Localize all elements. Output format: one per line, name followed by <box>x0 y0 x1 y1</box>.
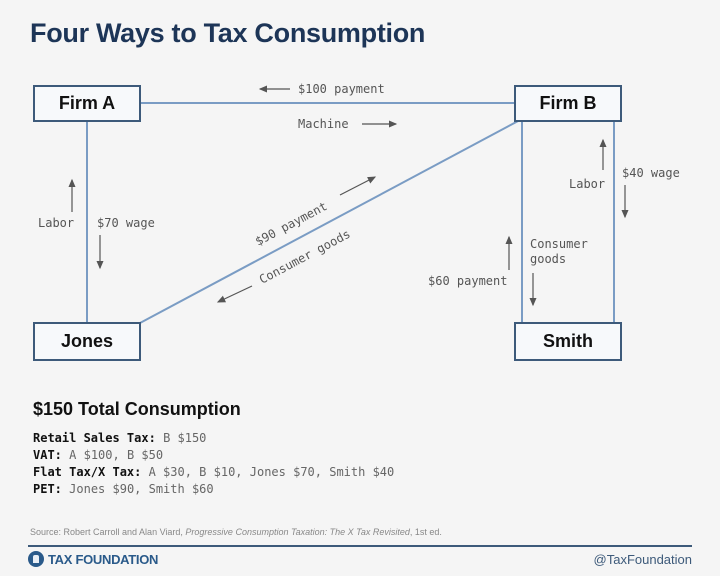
footer-divider <box>28 545 692 547</box>
machine-label: Machine <box>298 117 349 131</box>
row-label: Retail Sales Tax: <box>33 431 156 445</box>
jones-goods-arrow <box>216 285 253 303</box>
firmb-jones-line <box>139 119 521 324</box>
summary-row-flat-tax: Flat Tax/X Tax: A $30, B $10, Jones $70,… <box>33 464 394 481</box>
payment-100-label: $100 payment <box>298 82 385 96</box>
node-firm-b: Firm B <box>514 85 622 122</box>
jones-payment-arrow <box>339 176 377 196</box>
summary-row-vat: VAT: A $100, B $50 <box>33 447 394 464</box>
logo-text: TAX FOUNDATION <box>48 551 159 567</box>
summary-row-retail: Retail Sales Tax: B $150 <box>33 430 394 447</box>
tax-foundation-logo: TAX FOUNDATION <box>28 551 158 567</box>
logo-icon <box>28 551 44 567</box>
smith-wage-label: $40 wage <box>622 166 680 180</box>
row-value: Jones $90, Smith $60 <box>69 482 214 496</box>
row-value: B $150 <box>163 431 207 445</box>
flow-arrows <box>68 85 629 307</box>
row-label: Flat Tax/X Tax: <box>33 465 142 479</box>
row-label: VAT: <box>33 448 62 462</box>
jones-labor-label: Labor <box>38 216 75 230</box>
page-title: Four Ways to Tax Consumption <box>30 18 426 48</box>
source-citation: Source: Robert Carroll and Alan Viard, P… <box>30 527 442 537</box>
summary-title: $150 Total Consumption <box>33 399 241 419</box>
node-firm-a: Firm A <box>33 85 141 122</box>
source-title: Progressive Consumption Taxation: The X … <box>185 527 410 537</box>
row-value: A $30, B $10, Jones $70, Smith $40 <box>148 465 395 479</box>
social-handle: @TaxFoundation <box>593 552 692 567</box>
node-jones: Jones <box>33 322 141 361</box>
smith-goods-label-1: Consumer <box>530 237 588 251</box>
node-smith: Smith <box>514 322 622 361</box>
source-suffix: , 1st ed. <box>409 527 442 537</box>
row-label: PET: <box>33 482 62 496</box>
smith-payment-label: $60 payment <box>428 274 508 288</box>
source-prefix: Source: Robert Carroll and Alan Viard, <box>30 527 186 537</box>
tax-summary-list: Retail Sales Tax: B $150 VAT: A $100, B … <box>33 430 394 498</box>
summary-row-pet: PET: Jones $90, Smith $60 <box>33 481 394 498</box>
jones-wage-label: $70 wage <box>97 216 155 230</box>
connector-lines <box>86 102 615 324</box>
smith-goods-label-2: goods <box>530 252 567 266</box>
row-value: A $100, B $50 <box>69 448 164 462</box>
smith-labor-label: Labor <box>569 177 606 191</box>
